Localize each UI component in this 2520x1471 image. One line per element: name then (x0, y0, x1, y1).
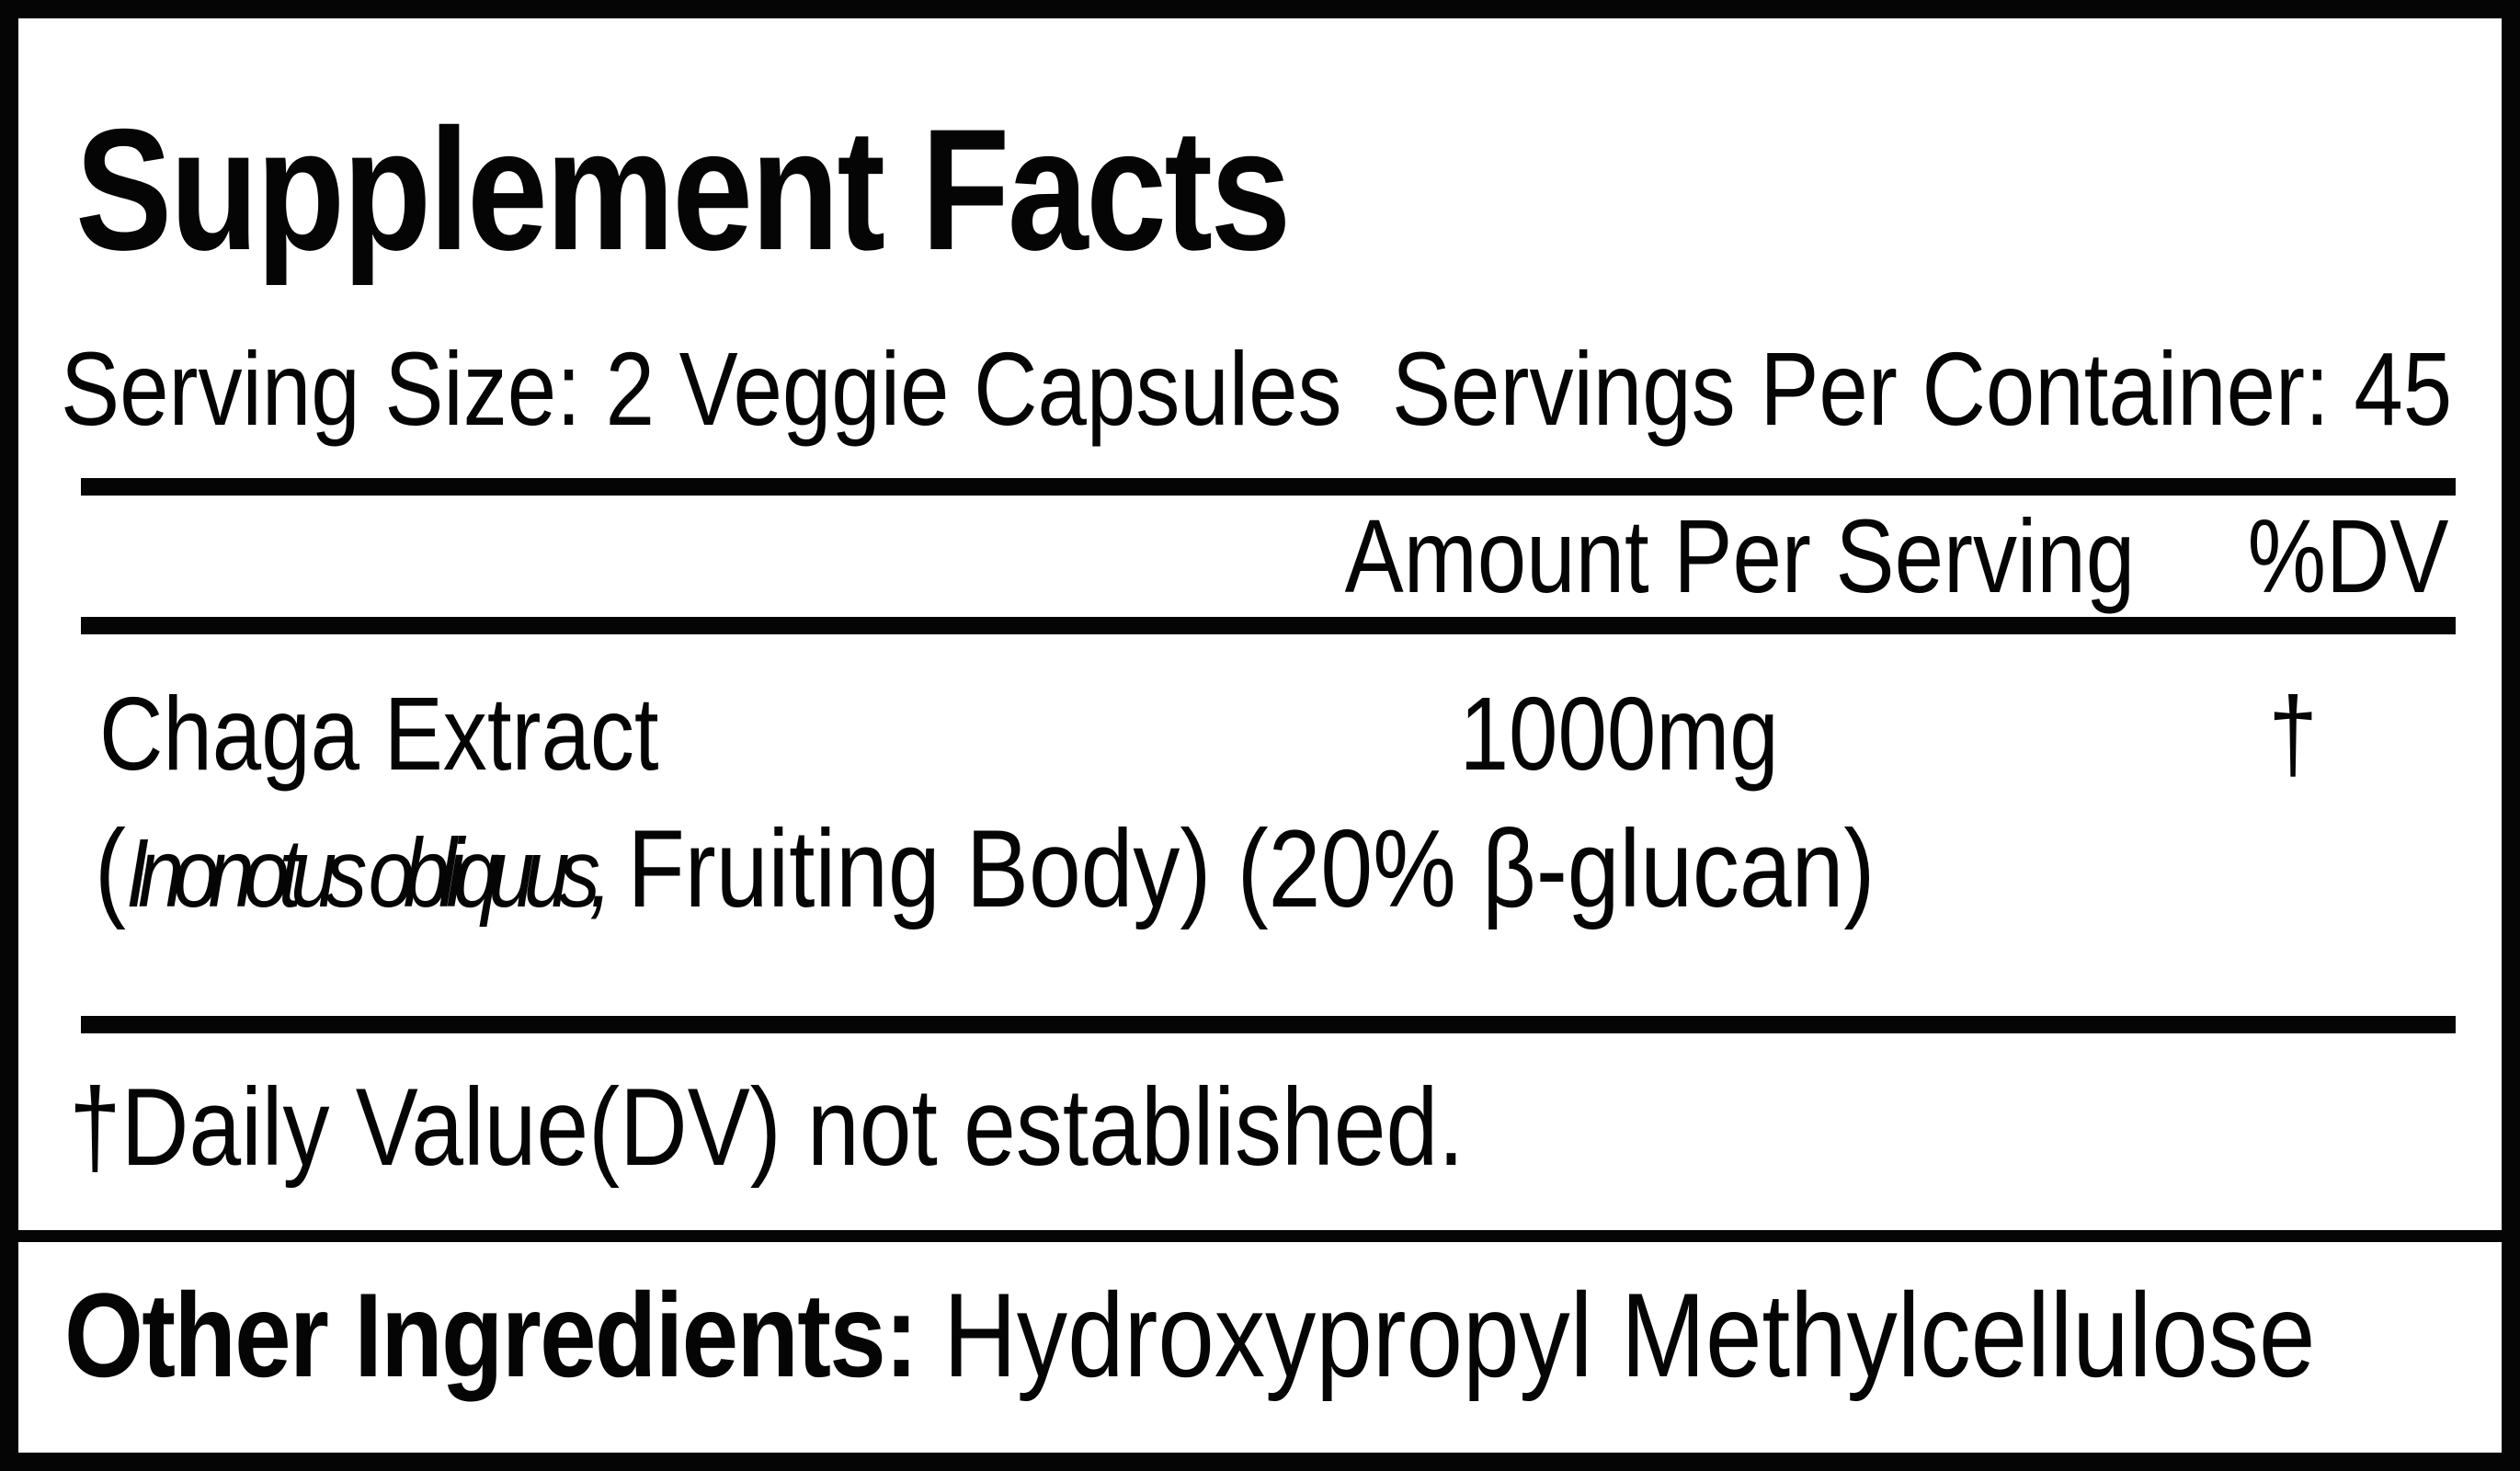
column-header-row: Amount Per Serving %DV (1205, 495, 2448, 620)
other-ingredients-row: Other Ingredients: Hydroxypropyl Methylce… (64, 1263, 2502, 1407)
page-title-text: Supplement Facts (75, 93, 1291, 286)
serving-info-row: Serving Size: 2 Veggie Capsules Servings … (61, 327, 2502, 452)
section-divider (18, 1230, 2502, 1242)
divider-thick-header (81, 617, 2456, 634)
serving-size-text: Serving Size: 2 Veggie Capsules (61, 331, 1342, 447)
botanical-name: Inonotus obliquus, (125, 819, 612, 928)
detail-paren-open: ( (95, 807, 126, 930)
column-header-dv: %DV (2247, 498, 2448, 614)
ingredient-amount: 1000mg (1459, 676, 1779, 792)
ingredient-detail-line: (Inonotus obliquus, Fruiting Body) (20% … (95, 803, 2189, 935)
other-ingredients-value: Hydroxypropyl Methylcellulose (943, 1268, 2316, 1402)
ingredient-name: Chaga Extract (99, 676, 659, 792)
divider-thick-top (81, 478, 2456, 496)
daily-value-footnote: †Daily Value(DV) not established. (69, 1066, 1465, 1189)
servings-per-container-text: Servings Per Container: 45 (1391, 331, 2453, 447)
divider-thick-bottom (81, 1016, 2456, 1033)
page-title: Supplement Facts (75, 86, 1520, 294)
column-header-amount: Amount Per Serving (1345, 498, 2136, 614)
ingredient-dv-symbol: † (2268, 676, 2318, 792)
other-ingredients-label: Other Ingredients: (64, 1268, 918, 1402)
ingredient-row: Chaga Extract 1000mg † (18, 672, 2456, 797)
detail-rest-text: Fruiting Body) (20% β-glucan) (601, 807, 1876, 930)
